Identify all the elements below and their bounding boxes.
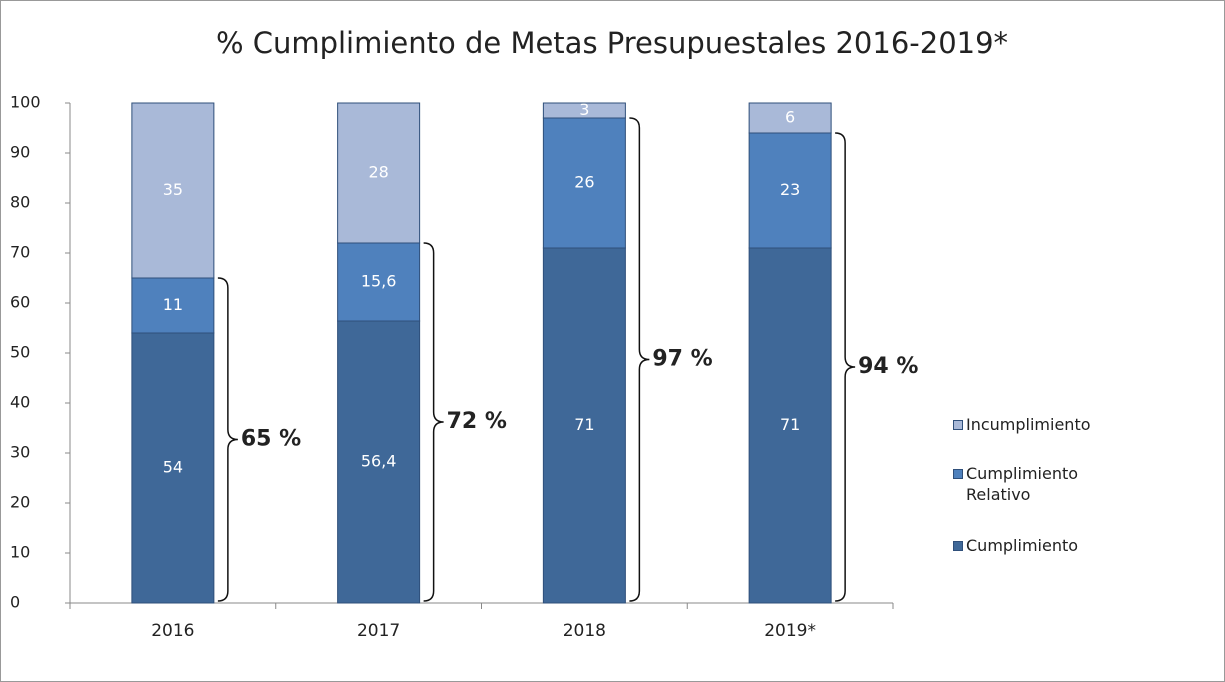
value-label: 71 bbox=[780, 415, 800, 434]
bracket bbox=[629, 117, 650, 602]
x-tick-label: 2016 bbox=[151, 621, 194, 641]
value-label: 56,4 bbox=[361, 452, 397, 471]
x-tick-label: 2019* bbox=[764, 621, 816, 641]
bar-segment bbox=[337, 242, 421, 322]
x-tick-label: 2017 bbox=[357, 621, 400, 641]
value-label: 11 bbox=[163, 295, 183, 314]
y-tick-label: 70 bbox=[10, 243, 30, 262]
bar-segment bbox=[131, 102, 215, 279]
y-tick-label: 10 bbox=[10, 543, 30, 562]
value-label: 6 bbox=[785, 108, 795, 127]
annotation: 94 % bbox=[858, 354, 918, 379]
bar-segment bbox=[337, 320, 421, 604]
legend-label: Cumplimiento bbox=[966, 536, 1079, 555]
y-tick-label: 30 bbox=[10, 443, 30, 462]
value-label: 23 bbox=[780, 180, 800, 199]
value-label: 26 bbox=[574, 173, 594, 192]
bracket bbox=[835, 132, 856, 602]
legend-swatch bbox=[953, 541, 963, 551]
bar-segment bbox=[542, 247, 626, 604]
y-tick-label: 0 bbox=[10, 593, 20, 612]
value-label: 71 bbox=[574, 415, 594, 434]
value-label: 54 bbox=[163, 458, 183, 477]
value-label: 35 bbox=[163, 180, 183, 199]
bar-segment bbox=[748, 247, 832, 604]
annotation: 65 % bbox=[241, 427, 301, 452]
chart-title: % Cumplimiento de Metas Presupuestales 2… bbox=[216, 26, 1008, 60]
value-label: 28 bbox=[368, 163, 388, 182]
y-tick-label: 100 bbox=[10, 93, 41, 112]
bracket bbox=[217, 277, 238, 602]
legend-swatch bbox=[953, 420, 963, 430]
bracket bbox=[423, 242, 444, 602]
annotation: 72 % bbox=[447, 409, 507, 434]
bar-segment bbox=[542, 102, 626, 119]
y-tick-label: 50 bbox=[10, 343, 30, 362]
bar-segment bbox=[748, 102, 832, 134]
y-tick-label: 90 bbox=[10, 143, 30, 162]
legend-label: Incumplimiento bbox=[966, 415, 1091, 434]
y-tick-label: 80 bbox=[10, 193, 30, 212]
bar-segment bbox=[337, 102, 421, 244]
y-tick-label: 20 bbox=[10, 493, 30, 512]
y-tick-label: 40 bbox=[10, 393, 30, 412]
legend-label: Cumplimiento Relativo bbox=[966, 464, 1079, 504]
x-tick-label: 2018 bbox=[563, 621, 606, 641]
legend-swatch bbox=[953, 469, 963, 479]
annotation: 97 % bbox=[652, 347, 712, 372]
value-label: 3 bbox=[579, 100, 589, 119]
bar-segment bbox=[542, 117, 626, 249]
y-tick-label: 60 bbox=[10, 293, 30, 312]
value-label: 15,6 bbox=[361, 272, 397, 291]
